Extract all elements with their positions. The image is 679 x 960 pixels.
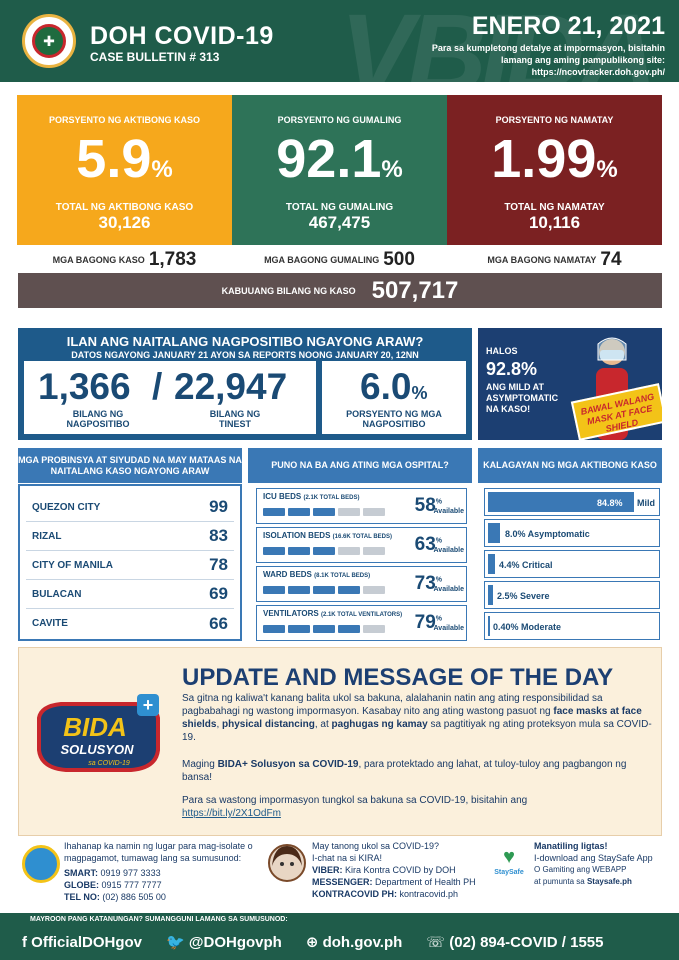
staysafe-logo: ♥ StaySafe bbox=[492, 845, 526, 881]
facebook-icon: f bbox=[22, 933, 32, 951]
list-item: RIZAL 83 bbox=[26, 522, 234, 551]
doh-seal-logo: ✚ bbox=[22, 14, 76, 68]
ventilator-icons bbox=[263, 625, 385, 633]
total-cases-bar: KABUUANG BILANG NG KASO 507,717 bbox=[18, 273, 662, 308]
ward-beds-card: WARD BEDS (8.1K TOTAL BEDS) 73% Availabl… bbox=[256, 566, 467, 602]
deaths-percent: 1.99% bbox=[491, 129, 618, 189]
twitter-link[interactable]: 🐦 @DOHgovph bbox=[166, 934, 282, 951]
status-asymptomatic: 8.0% Asymptomatic bbox=[484, 519, 660, 547]
hospitals-list: ICU BEDS (2.1K TOTAL BEDS) 58% Available… bbox=[248, 484, 472, 641]
provinces-header: MGA PROBINSYA AT SIYUDAD NA MAY MATAAS N… bbox=[18, 448, 242, 483]
staysafe-info: Manatiling ligtas! I-download ang StaySa… bbox=[534, 841, 653, 886]
recovered-box: PORSYENTO NG GUMALING 92.1% TOTAL NG GUM… bbox=[232, 95, 447, 245]
mild-text: ANG MILD AT ASYMPTOMATIC NA KASO! bbox=[486, 382, 559, 414]
positive-label: BILANG NG NAGPOSITIBO bbox=[66, 409, 130, 429]
header-watermark: VBIDA bbox=[340, 0, 658, 82]
recovered-label: PORSYENTO NG GUMALING bbox=[277, 115, 402, 125]
deaths-box: PORSYENTO NG NAMATAY 1.99% TOTAL NG NAMA… bbox=[447, 95, 662, 245]
active-label: PORSYENTO NG AKTIBONG KASO bbox=[48, 115, 200, 125]
active-cases-box: PORSYENTO NG AKTIBONG KASO 5.9% TOTAL NG… bbox=[17, 95, 232, 245]
recovered-percent: 92.1% bbox=[276, 129, 403, 189]
twitter-icon: 🐦 bbox=[166, 934, 189, 951]
positivity-rate: 6.0% bbox=[360, 366, 428, 407]
active-total-label: TOTAL NG AKTIBONG KASO bbox=[55, 202, 194, 213]
ventilators-card: VENTILATORS (2.1K TOTAL VENTILATORS) 79%… bbox=[256, 605, 467, 641]
bida-solusyon-logo: + BIDA SOLUSYON sa COVID-19 bbox=[37, 694, 160, 772]
svg-text:+: + bbox=[143, 695, 154, 715]
hospitals-header: PUNO NA BA ANG ATING MGA OSPITAL? bbox=[248, 448, 472, 483]
message-title: UPDATE AND MESSAGE OF THE DAY bbox=[182, 664, 614, 691]
total-label: KABUUANG BILANG NG KASO bbox=[221, 285, 356, 296]
header: VBIDA bbox=[0, 0, 679, 82]
header-note: Para sa kumpletong detalye at impormasyo… bbox=[431, 43, 665, 77]
svg-text:SOLUSYON: SOLUSYON bbox=[61, 742, 135, 757]
isolation-beds-card: ISOLATION BEDS (16.6K TOTAL BEDS) 63% Av… bbox=[256, 527, 467, 563]
positivity-card: 6.0% PORSYENTO NG MGA NAGPOSITIBO bbox=[322, 361, 466, 434]
kira-avatar bbox=[268, 844, 306, 882]
globe-icon: ⊕ bbox=[305, 934, 323, 951]
new-recovered: MGA BAGONG GUMALING 500 bbox=[264, 249, 415, 270]
positives-card: 1,366 / 22,947 BILANG NG NAGPOSITIBO BIL… bbox=[24, 361, 316, 434]
status-list: 84.8% Mild 8.0% Asymptomatic 4.4% Critic… bbox=[478, 484, 662, 641]
list-item: QUEZON CITY 99 bbox=[26, 493, 234, 522]
heart-icon: ♥ bbox=[503, 846, 515, 868]
deaths-total-label: TOTAL NG NAMATAY bbox=[504, 202, 605, 213]
active-percent: 5.9% bbox=[76, 129, 173, 189]
bed-icons bbox=[263, 586, 385, 594]
isolation-info: Ihahanap ka namin ng lugar para mag-isol… bbox=[64, 841, 253, 902]
list-item: CAVITE 66 bbox=[32, 613, 228, 633]
status-severe: 2.5% Severe bbox=[484, 581, 660, 609]
testing-subtitle: DATOS NGAYONG JANUARY 21 AYON SA REPORTS… bbox=[71, 350, 419, 360]
testing-panel: ILAN ANG NAITALANG NAGPOSITIBO NGAYONG A… bbox=[18, 328, 472, 440]
new-deaths: MGA BAGONG NAMATAY 74 bbox=[487, 249, 622, 270]
status-mild: 84.8% Mild bbox=[484, 488, 660, 516]
hotline: ☏ (02) 894-COVID / 1555 bbox=[426, 934, 604, 951]
recovered-total: 467,475 bbox=[308, 213, 371, 232]
tested-count: 22,947 bbox=[174, 366, 288, 407]
vaccine-info-link[interactable]: https://bit.ly/2X1OdFm bbox=[182, 808, 281, 819]
bulletin-number: CASE BULLETIN # 313 bbox=[90, 50, 220, 64]
kira-info: May tanong ukol sa COVID-19? I-chat na s… bbox=[312, 841, 476, 899]
deaths-total: 10,116 bbox=[528, 213, 581, 232]
testing-title: ILAN ANG NAITALANG NAGPOSITIBO NGAYONG A… bbox=[66, 334, 424, 349]
bed-icons bbox=[263, 547, 385, 555]
svg-text:BIDA: BIDA bbox=[63, 712, 127, 742]
oplan-logo bbox=[22, 845, 60, 883]
deaths-label: PORSYENTO NG NAMATAY bbox=[495, 115, 614, 125]
facebook-link[interactable]: f OfficialDOHgov bbox=[22, 933, 143, 951]
page-title: DOH COVID-19 bbox=[90, 22, 274, 50]
mask-sign: BAWAL WALANG MASK AT FACE SHIELD bbox=[570, 383, 662, 440]
slash: / bbox=[152, 366, 163, 407]
mild-cases-promo: HALOS 92.8% ANG MILD AT ASYMPTOMATIC NA … bbox=[478, 328, 662, 440]
message-panel: + BIDA SOLUSYON sa COVID-19 UPDATE AND M… bbox=[18, 647, 662, 836]
provinces-list: QUEZON CITY 99 RIZAL 83 CITY OF MANILA 78 B… bbox=[18, 484, 242, 641]
cross-icon: ✚ bbox=[32, 24, 66, 58]
message-paragraph-1: Sa gitna ng kaliwa't kanang balita ukol … bbox=[182, 693, 652, 743]
footer-question: MAYROON PANG KATANUNGAN? SUMANGGUNI LAMA… bbox=[30, 916, 288, 923]
total-value: 507,717 bbox=[371, 276, 459, 304]
message-paragraph-2: Maging BIDA+ Solusyon sa COVID-19, para … bbox=[182, 759, 627, 783]
positive-count: 1,366 bbox=[38, 366, 131, 407]
bulletin-date: ENERO 21, 2021 bbox=[471, 12, 665, 40]
footer: MAYROON PANG KATANUNGAN? SUMANGGUNI LAMA… bbox=[0, 913, 679, 960]
status-moderate: 0.40% Moderate bbox=[484, 612, 660, 640]
new-cases: MGA BAGONG KASO 1,783 bbox=[52, 249, 197, 270]
recovered-total-label: TOTAL NG GUMALING bbox=[285, 202, 394, 213]
active-total: 30,126 bbox=[98, 213, 151, 232]
list-item: CITY OF MANILA 78 bbox=[26, 551, 234, 580]
bed-icons bbox=[263, 508, 385, 516]
list-item: BULACAN 69 bbox=[26, 580, 234, 609]
phone-icon: ☏ bbox=[426, 934, 450, 951]
status-header: KALAGAYAN NG MGA AKTIBONG KASO bbox=[478, 448, 662, 483]
halos-label: HALOS bbox=[486, 346, 518, 356]
message-paragraph-3: Para sa wastong impormasyon tungkol sa b… bbox=[182, 795, 528, 819]
website-link[interactable]: ⊕ doh.gov.ph bbox=[305, 934, 403, 951]
icu-beds-card: ICU BEDS (2.1K TOTAL BEDS) 58% Available bbox=[256, 488, 467, 524]
status-critical: 4.4% Critical bbox=[484, 550, 660, 578]
svg-text:sa COVID-19: sa COVID-19 bbox=[88, 760, 130, 767]
mild-percent: 92.8% bbox=[486, 359, 538, 379]
tested-label: BILANG NG TINEST bbox=[209, 409, 261, 429]
positivity-label: PORSYENTO NG MGA NAGPOSITIBO bbox=[346, 409, 442, 429]
